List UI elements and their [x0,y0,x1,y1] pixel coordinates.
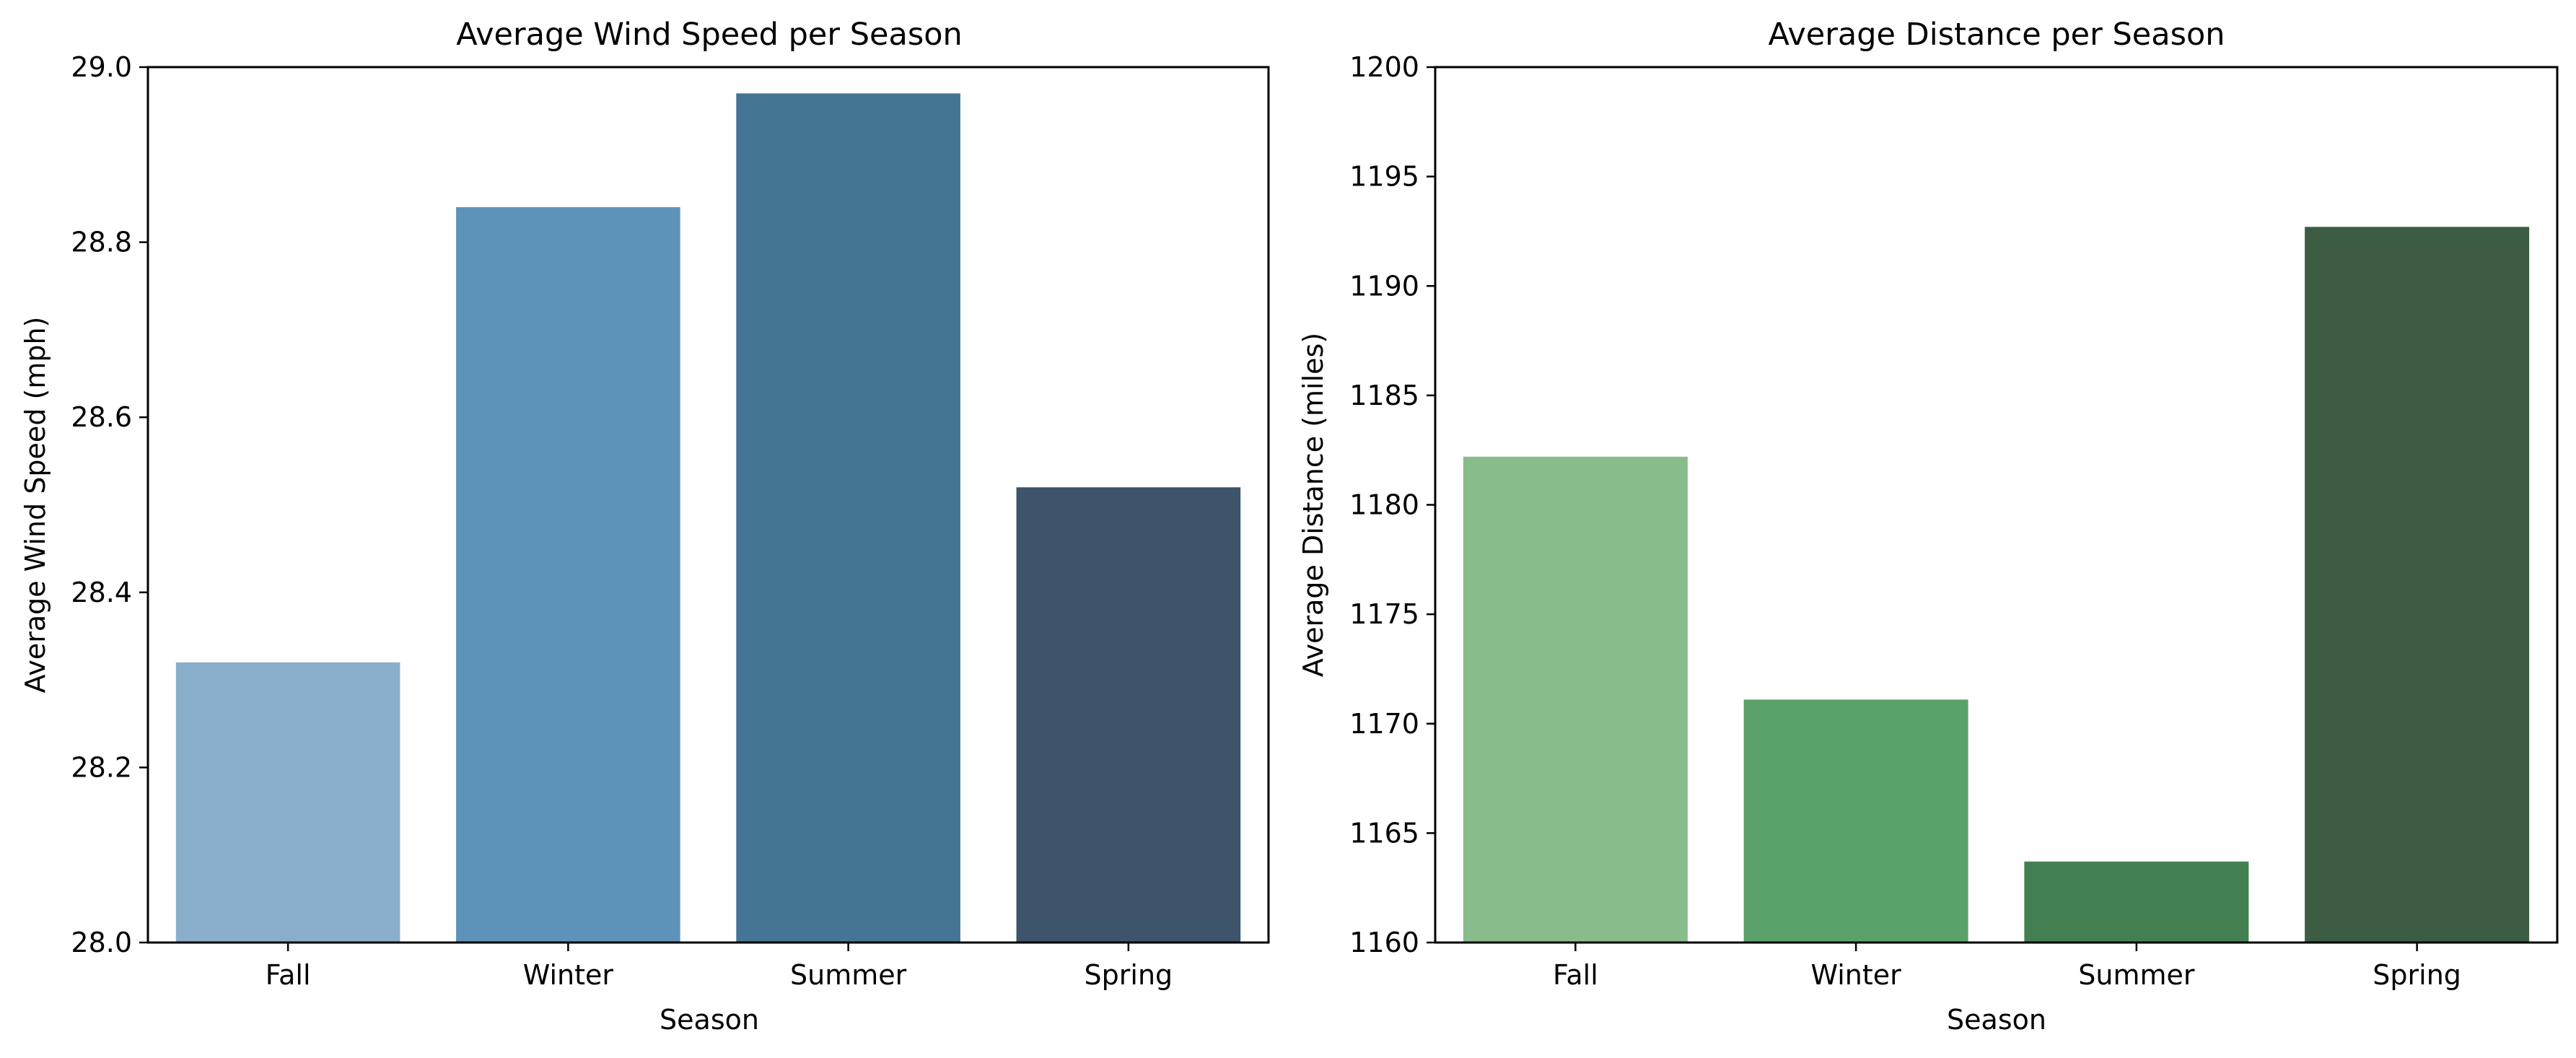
y-tick-label: 29.0 [71,51,132,83]
chart-title: Average Distance per Season [1768,17,2225,53]
x-tick-label: Summer [790,959,907,991]
x-tick-label: Spring [2373,959,2461,991]
x-tick-label: Spring [1085,959,1173,991]
y-tick-label: 1185 [1349,380,1419,411]
y-tick-label: 1200 [1349,51,1419,83]
y-axis-ticks: 28.0 28.2 28.4 28.6 28.8 29.0 [71,51,148,958]
x-tick-label: Winter [523,959,614,991]
chart-title: Average Wind Speed per Season [456,17,963,53]
x-axis-ticks: Fall Winter Summer Spring [266,943,1173,991]
x-tick-label: Winter [1810,959,1901,991]
bars [1463,227,2530,943]
bar-winter [1743,699,1968,943]
y-tick-label: 1180 [1349,489,1419,521]
y-tick-label: 1175 [1349,598,1419,630]
y-axis-label: Average Distance (miles) [1297,333,1329,677]
y-axis-ticks: 1160 1165 1170 1175 1180 1185 1190 1195 1200 [1349,51,1435,958]
distance-chart: Average Distance per Season 1160 1165 1170… [1297,17,2559,1036]
bar-spring [2305,227,2530,943]
y-tick-label: 1190 [1349,270,1419,302]
x-tick-label: Fall [266,959,311,991]
x-tick-label: Fall [1553,959,1598,991]
y-tick-label: 1160 [1349,927,1419,958]
bar-spring [1016,487,1241,943]
bars [175,93,1241,943]
bar-fall [1463,456,1688,943]
y-tick-label: 1165 [1349,817,1419,849]
x-axis-ticks: Fall Winter Summer Spring [1553,943,2461,991]
x-tick-label: Summer [2078,959,2195,991]
y-tick-label: 28.0 [71,927,132,958]
y-tick-label: 28.4 [71,577,132,608]
bar-summer [2024,861,2249,943]
x-axis-label: Season [1947,1004,2046,1036]
wind-speed-chart: Average Wind Speed per Season 28.028.228… [19,17,1270,1036]
y-tick-label: 1195 [1349,161,1419,193]
plot-frame [1434,66,2559,944]
y-tick-label: 28.2 [71,751,132,783]
y-tick-label: 1170 [1349,708,1419,740]
bar-winter [456,207,680,943]
x-axis-label: Season [660,1004,759,1036]
bar-fall [175,662,400,943]
bar-summer [736,93,960,943]
y-tick-label: 28.8 [71,227,132,258]
plot-frame [146,66,1270,944]
y-axis-label: Average Wind Speed (mph) [19,317,51,694]
y-tick-label: 28.6 [71,401,132,433]
